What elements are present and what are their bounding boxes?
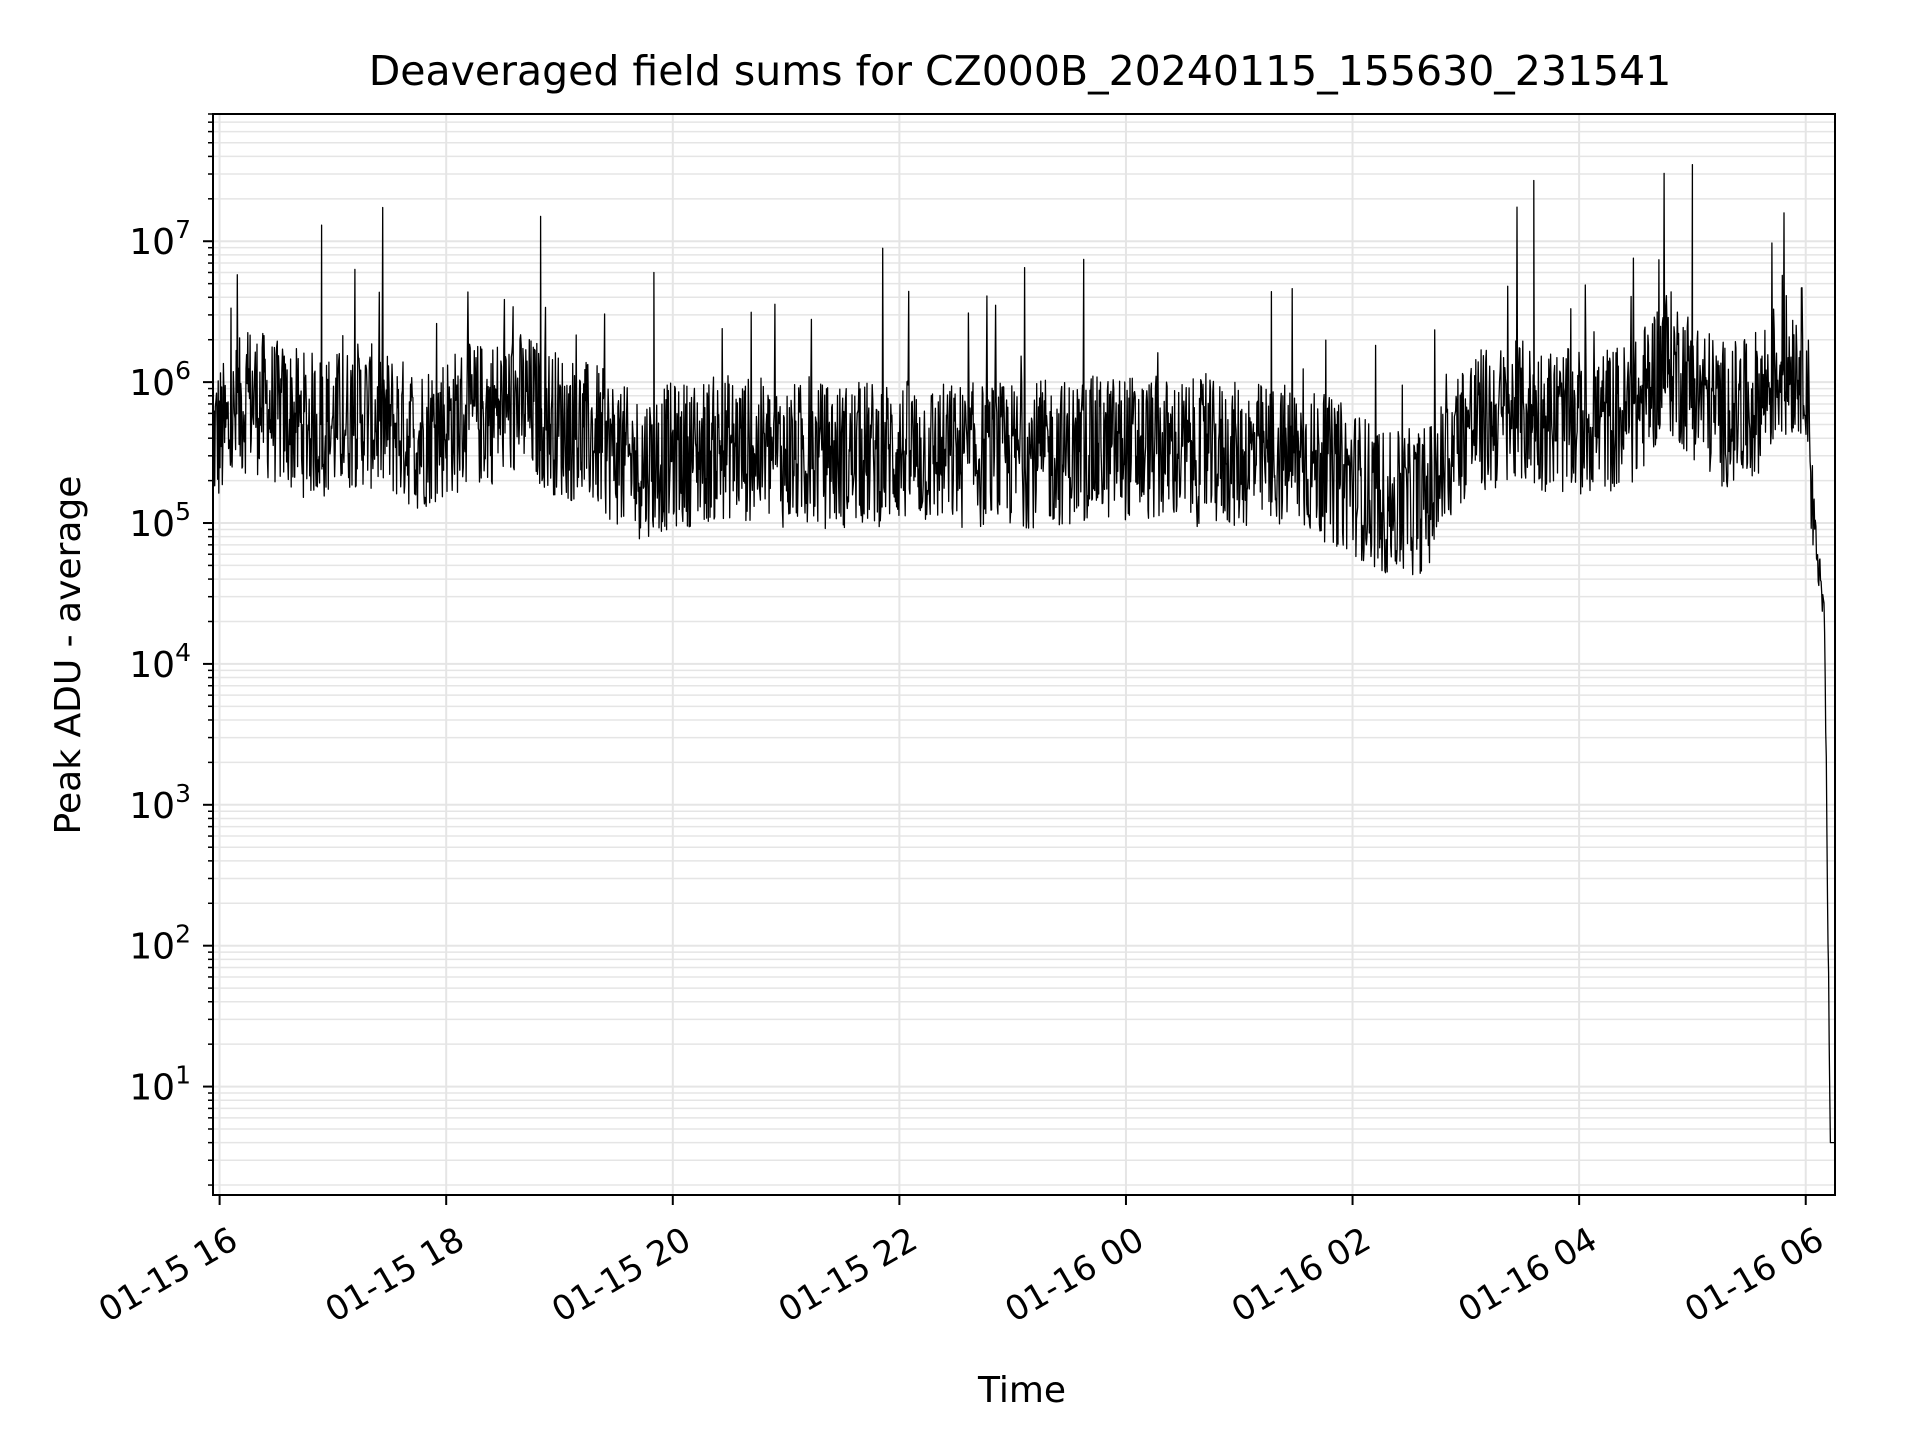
y-tick-label: 107 <box>129 215 191 263</box>
chart-title: Deaveraged field sums for CZ000B_2024011… <box>369 47 1672 95</box>
y-axis: 101 102 103 104 105 106 107 <box>129 113 213 1186</box>
y-tick-label: 101 <box>129 1061 191 1109</box>
y-tick-label: 105 <box>129 497 191 545</box>
y-tick-label: 102 <box>129 920 191 968</box>
y-tick-label: 106 <box>129 356 191 404</box>
x-axis-label: Time <box>977 1370 1066 1411</box>
grid <box>213 113 1835 1195</box>
plot-area <box>212 163 1836 1144</box>
y-tick-label: 103 <box>129 779 191 827</box>
plot-frame <box>212 113 1836 1196</box>
y-tick-label: 104 <box>129 638 191 686</box>
y-axis-label: Peak ADU - average <box>48 476 89 835</box>
series-line <box>212 163 1836 1144</box>
